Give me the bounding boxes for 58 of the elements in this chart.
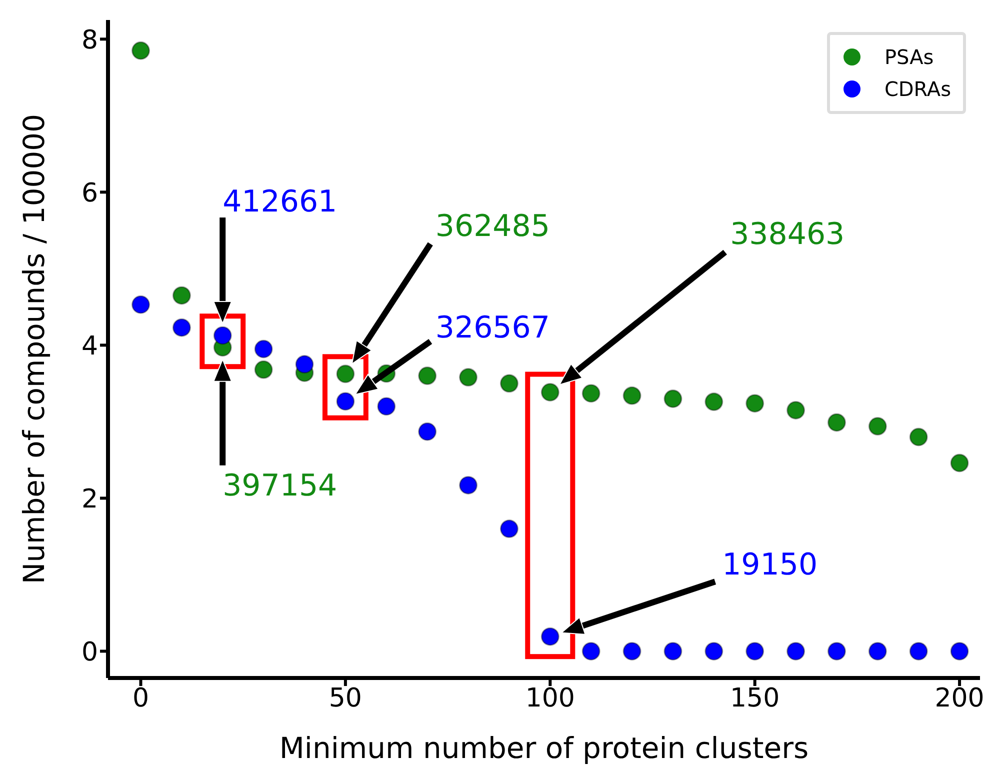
- point: [909, 642, 928, 660]
- point: [540, 627, 560, 646]
- x-tick-label: 50: [328, 683, 362, 714]
- point: [418, 366, 437, 386]
- annotation: 326567: [435, 310, 550, 346]
- point: [336, 364, 355, 384]
- point: [500, 374, 518, 393]
- point: [254, 340, 273, 358]
- point: [622, 642, 642, 660]
- annotation: 19150: [722, 548, 818, 583]
- x-tick-label: 0: [132, 683, 150, 714]
- point: [172, 286, 191, 305]
- point: [540, 383, 560, 402]
- point: [459, 476, 478, 494]
- point: [582, 384, 600, 403]
- point: [704, 392, 724, 412]
- point: [418, 422, 437, 441]
- point: [254, 360, 273, 379]
- y-axis-title: Number of compounds / 100000: [17, 114, 51, 584]
- legend-label: PSAs: [884, 45, 934, 69]
- point: [746, 394, 764, 413]
- point: [950, 454, 969, 472]
- point: [827, 413, 846, 432]
- point: [786, 642, 806, 660]
- point: [172, 318, 191, 337]
- point: [377, 397, 396, 416]
- point: [950, 642, 969, 660]
- point: [704, 642, 724, 660]
- point: [664, 642, 682, 660]
- annotation: 397154: [222, 468, 338, 504]
- point: [295, 355, 314, 374]
- y-tick-label: 6: [81, 178, 98, 208]
- annotation: 412661: [222, 184, 338, 220]
- y-tick-label: 4: [81, 331, 98, 362]
- y-tick-label: 8: [81, 25, 98, 56]
- point: [132, 295, 150, 314]
- point: [459, 368, 478, 387]
- point: [786, 400, 806, 420]
- x-tick-label: 100: [525, 683, 575, 714]
- legend-label: CDRAs: [884, 77, 951, 101]
- point: [500, 520, 518, 538]
- y-tick-label: 0: [81, 637, 98, 668]
- annotation: 338463: [730, 217, 845, 252]
- point: [664, 389, 682, 408]
- point: [132, 41, 150, 60]
- point: [582, 642, 600, 660]
- x-axis-title: Minimum number of protein clusters: [279, 731, 809, 765]
- point: [622, 386, 642, 405]
- point: [746, 642, 764, 660]
- x-tick-label: 200: [934, 683, 984, 714]
- annotation: 362485: [435, 208, 550, 244]
- point: [336, 392, 355, 411]
- point: [909, 428, 928, 446]
- point: [827, 642, 846, 660]
- x-tick-label: 150: [730, 683, 780, 714]
- y-tick-label: 2: [81, 484, 98, 514]
- point: [868, 417, 887, 436]
- point: [868, 642, 887, 660]
